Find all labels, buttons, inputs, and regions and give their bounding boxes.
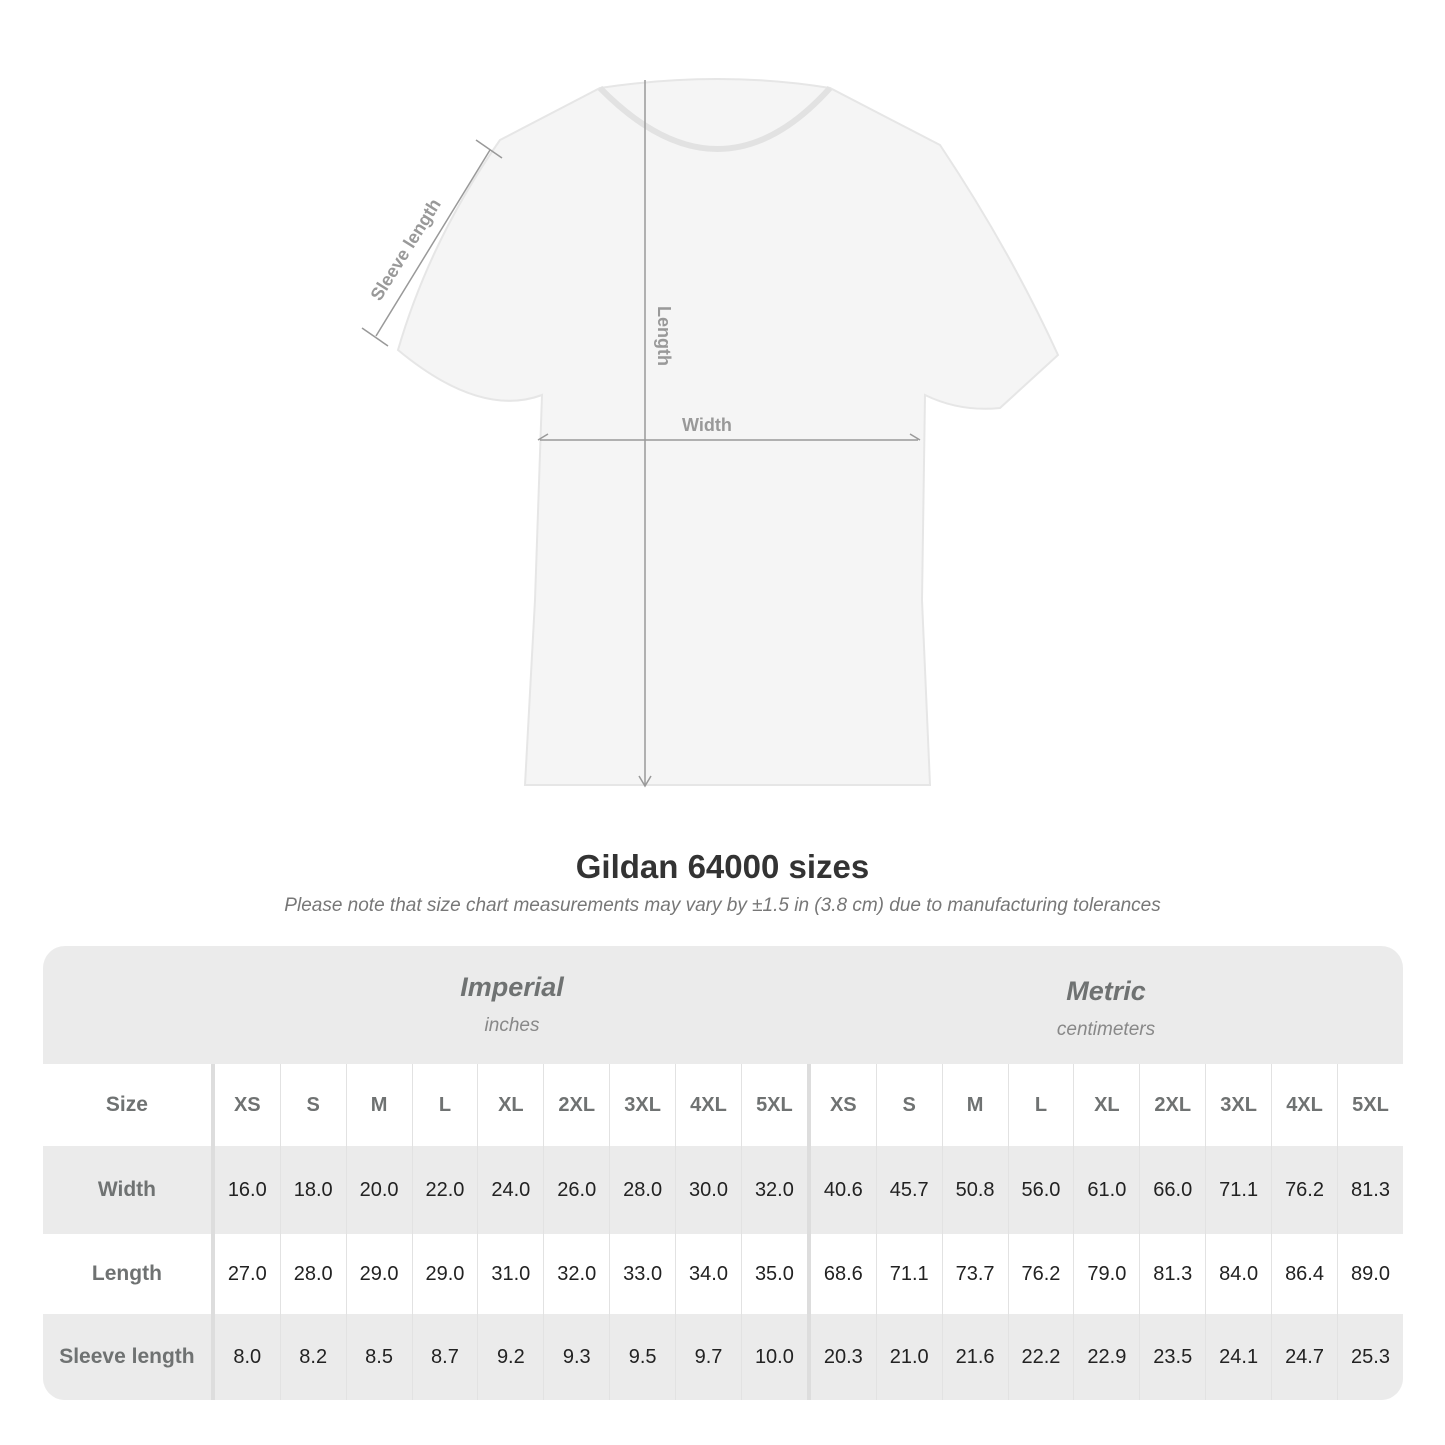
size-header-imperial: S (279, 1064, 347, 1146)
cell-metric: 89.0 (1336, 1234, 1403, 1314)
cell-metric: 81.3 (1139, 1234, 1206, 1314)
row-label: Width (43, 1146, 215, 1234)
cell-metric: 79.0 (1073, 1234, 1140, 1314)
size-header-imperial: 2XL (543, 1064, 610, 1146)
size-header-metric: 2XL (1139, 1064, 1206, 1146)
row-label: Size (43, 1064, 215, 1146)
cell-metric: 21.0 (875, 1314, 943, 1400)
size-header-metric: 5XL (1336, 1064, 1403, 1146)
cell-metric: 25.3 (1336, 1314, 1403, 1400)
cell-metric: 45.7 (875, 1146, 943, 1234)
length-label: Length (654, 306, 674, 366)
cell-imperial: 9.5 (609, 1314, 676, 1400)
size-header-imperial: XS (212, 1064, 281, 1146)
size-header-metric: M (941, 1064, 1009, 1146)
cell-imperial: 27.0 (212, 1234, 281, 1314)
tshirt-shape (396, 78, 1060, 786)
size-header-imperial: L (411, 1064, 478, 1146)
cell-imperial: 28.0 (279, 1234, 347, 1314)
width-label: Width (682, 415, 732, 435)
cell-metric: 86.4 (1271, 1234, 1338, 1314)
cell-imperial: 8.2 (279, 1314, 347, 1400)
cell-imperial: 9.3 (543, 1314, 610, 1400)
size-header-metric: XL (1073, 1064, 1140, 1146)
size-header-imperial: 4XL (675, 1064, 742, 1146)
cell-metric: 61.0 (1073, 1146, 1140, 1234)
cell-imperial: 31.0 (477, 1234, 544, 1314)
cell-metric: 40.6 (806, 1146, 877, 1234)
cell-metric: 84.0 (1205, 1234, 1272, 1314)
row-label: Sleeve length (43, 1314, 215, 1400)
size-header-imperial: 3XL (609, 1064, 676, 1146)
cell-imperial: 30.0 (675, 1146, 742, 1234)
size-grid: Size XS S M L XL 2XL 3XL 4XL 5XL XS S M L XL 2XL 3XL 4XL 5… (43, 1064, 1403, 1400)
cell-imperial: 8.0 (212, 1314, 281, 1400)
size-header-imperial: M (345, 1064, 413, 1146)
cell-metric: 21.6 (941, 1314, 1009, 1400)
size-table: Imperial inches Metric centimeters Size X… (43, 946, 1403, 1400)
tolerance-note: Please note that size chart measurements… (284, 895, 1161, 916)
cell-imperial: 34.0 (675, 1234, 742, 1314)
cell-metric: 68.6 (806, 1234, 877, 1314)
cell-metric: 22.9 (1073, 1314, 1140, 1400)
table-row: Width 16.0 18.0 20.0 22.0 24.0 26.0 28.0 30.0 32.… (43, 1146, 1403, 1234)
tshirt-diagram: Sleeve length Length Width (361, 78, 1060, 788)
cell-metric: 81.3 (1336, 1146, 1403, 1234)
cell-imperial: 8.7 (411, 1314, 478, 1400)
size-header-imperial: XL (477, 1064, 544, 1146)
cell-imperial: 9.7 (675, 1314, 742, 1400)
row-label: Length (43, 1234, 215, 1314)
cell-imperial: 29.0 (345, 1234, 413, 1314)
cell-metric: 76.2 (1271, 1146, 1338, 1234)
cell-metric: 71.1 (1205, 1146, 1272, 1234)
cell-imperial: 29.0 (411, 1234, 478, 1314)
cell-metric: 20.3 (806, 1314, 877, 1400)
cell-imperial: 33.0 (609, 1234, 676, 1314)
imperial-header: Imperial inches (460, 972, 564, 1036)
size-header-metric: 3XL (1205, 1064, 1272, 1146)
size-header-metric: S (875, 1064, 943, 1146)
cell-metric: 71.1 (875, 1234, 943, 1314)
size-header-metric: 4XL (1271, 1064, 1338, 1146)
cell-imperial: 20.0 (345, 1146, 413, 1234)
cell-imperial: 18.0 (279, 1146, 347, 1234)
cell-imperial: 22.0 (411, 1146, 478, 1234)
cell-imperial: 28.0 (609, 1146, 676, 1234)
table-row: Sleeve length 8.0 8.2 8.5 8.7 9.2 9.3 9.5 9.7 10.… (43, 1314, 1403, 1400)
sleeve-arrow (375, 149, 491, 337)
cell-metric: 24.7 (1271, 1314, 1338, 1400)
cell-imperial: 10.0 (740, 1314, 809, 1400)
cell-metric: 50.8 (941, 1146, 1009, 1234)
cell-metric: 76.2 (1007, 1234, 1074, 1314)
cell-metric: 22.2 (1007, 1314, 1074, 1400)
cell-imperial: 32.0 (740, 1146, 809, 1234)
table-row: Length 27.0 28.0 29.0 29.0 31.0 32.0 33.0 34.0 35… (43, 1234, 1403, 1314)
cell-imperial: 9.2 (477, 1314, 544, 1400)
cell-metric: 66.0 (1139, 1146, 1206, 1234)
cell-metric: 56.0 (1007, 1146, 1074, 1234)
metric-header: Metric centimeters (1056, 976, 1156, 1040)
cell-metric: 23.5 (1139, 1314, 1206, 1400)
page-title: Gildan 64000 sizes (575, 848, 870, 885)
cell-imperial: 24.0 (477, 1146, 544, 1234)
size-header-metric: L (1007, 1064, 1074, 1146)
cell-imperial: 16.0 (212, 1146, 281, 1234)
cell-imperial: 32.0 (543, 1234, 610, 1314)
collar (597, 85, 833, 152)
size-header-metric: XS (806, 1064, 877, 1146)
size-header-imperial: 5XL (740, 1064, 809, 1146)
cell-metric: 73.7 (941, 1234, 1009, 1314)
cell-imperial: 35.0 (740, 1234, 809, 1314)
cell-metric: 24.1 (1205, 1314, 1272, 1400)
cell-imperial: 26.0 (543, 1146, 610, 1234)
size-header-row: Size XS S M L XL 2XL 3XL 4XL 5XL XS S M L XL 2XL 3XL 4XL 5… (43, 1064, 1403, 1146)
cell-imperial: 8.5 (345, 1314, 413, 1400)
